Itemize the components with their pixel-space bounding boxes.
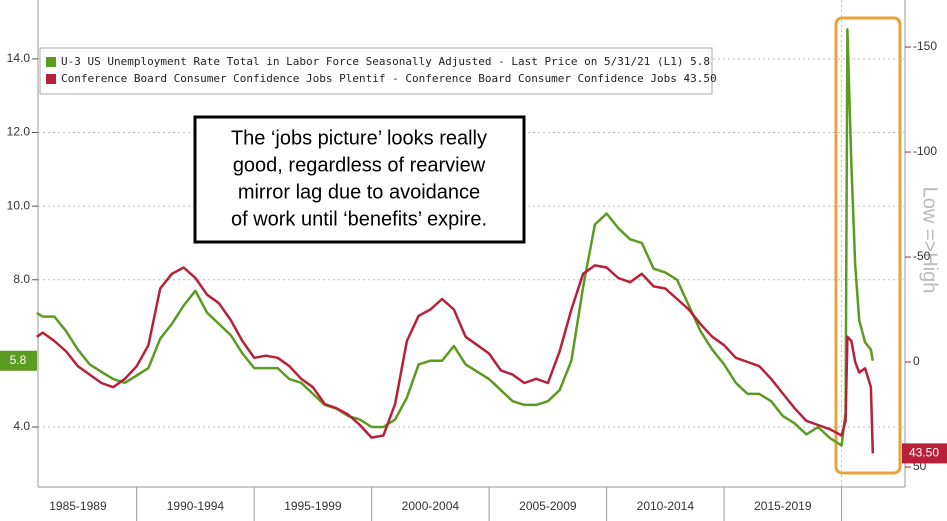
series-line [36,264,875,454]
annotation-box [193,115,526,244]
y2-tick-label: -50 [913,249,931,263]
x-tick-label: 2010-2014 [637,499,695,513]
y-tick-label: 8.0 [13,272,30,286]
value-badge [0,350,37,371]
y-tick-label: 14.0 [7,51,31,65]
y-tick-label: 10.0 [7,198,31,212]
x-tick-label: 1985-1989 [49,499,107,513]
value-label: 5.8 [10,353,27,367]
series-line [36,28,875,447]
legend-label: U-3 US Unemployment Rate Total in Labor … [61,55,710,68]
value-badge [902,443,947,464]
y2-tick-label: 0 [913,354,920,368]
legend [39,47,713,95]
y-tick-label: 4.0 [13,419,30,433]
highlight-box [834,16,902,475]
y2-tick-label: -100 [913,144,937,158]
x-tick-label: 2000-2004 [402,499,460,513]
x-tick-label: 2015-2019 [754,499,812,513]
annotation-text: The ‘jobs picture’ looks really [231,127,487,149]
legend-swatch [46,57,56,67]
plot [36,0,905,487]
y2-tick-label: -150 [913,39,937,53]
annotation-text: good, regardless of rearview [233,154,486,176]
x-tick-label: 1995-1999 [284,499,342,513]
value-label: 43.50 [909,446,939,460]
x-tick-label: 1990-1994 [167,499,225,513]
y-tick-label: 12.0 [7,125,31,139]
annotation-text: of work until ‘benefits’ expire. [231,208,487,230]
annotation-text: mirror lag due to avoidance [238,181,480,203]
legend-label: Conference Board Consumer Confidence Job… [61,72,717,85]
legend-swatch [46,74,56,84]
y2-axis-title: Low =>High [919,187,941,294]
x-tick-label: 2005-2009 [519,499,577,513]
